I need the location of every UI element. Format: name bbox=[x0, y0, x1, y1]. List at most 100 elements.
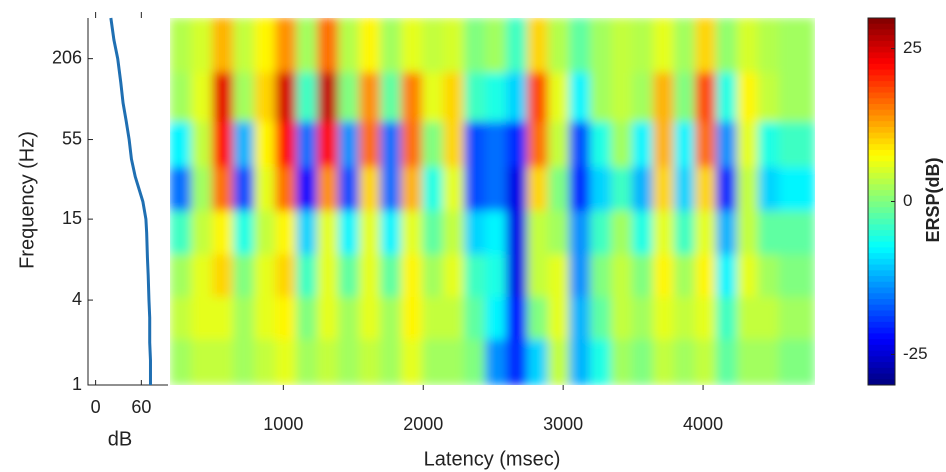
cell bbox=[254, 338, 277, 385]
cell bbox=[631, 253, 654, 297]
cell bbox=[485, 338, 507, 385]
cell bbox=[317, 71, 340, 122]
colorbar-step bbox=[868, 178, 895, 185]
cell bbox=[757, 295, 780, 340]
cell bbox=[317, 209, 340, 255]
cell bbox=[736, 338, 759, 385]
colorbar-step bbox=[868, 316, 895, 323]
cell bbox=[715, 253, 738, 297]
cell bbox=[652, 166, 675, 211]
cell bbox=[191, 253, 214, 297]
cell bbox=[631, 209, 654, 255]
colorbar-step bbox=[868, 253, 895, 260]
cell bbox=[380, 18, 403, 73]
colorbar-step bbox=[868, 81, 895, 88]
cell bbox=[170, 166, 193, 211]
spectrum-line bbox=[109, 17, 152, 385]
cell bbox=[296, 18, 319, 73]
colorbar-step bbox=[868, 201, 895, 208]
cell bbox=[526, 18, 549, 73]
cell bbox=[443, 338, 466, 385]
cell bbox=[296, 295, 319, 340]
x-axis-label: dB bbox=[108, 428, 132, 450]
cell bbox=[631, 18, 654, 73]
cell bbox=[547, 120, 570, 168]
cell bbox=[380, 253, 403, 297]
cell bbox=[338, 18, 361, 73]
cell bbox=[275, 295, 298, 340]
cell bbox=[191, 209, 214, 255]
cell bbox=[401, 338, 424, 385]
cell bbox=[443, 209, 466, 255]
cell bbox=[464, 71, 487, 122]
cell bbox=[464, 253, 487, 297]
colorbar-step bbox=[868, 161, 895, 168]
cell bbox=[275, 338, 298, 385]
cell bbox=[652, 338, 675, 385]
cell bbox=[547, 295, 570, 340]
cell bbox=[401, 18, 424, 73]
colorbar-step bbox=[868, 298, 895, 306]
cell bbox=[505, 295, 528, 340]
cell bbox=[296, 209, 319, 255]
colorbar-step bbox=[868, 224, 895, 231]
cell bbox=[170, 253, 193, 297]
cell bbox=[254, 209, 277, 255]
cell bbox=[254, 253, 277, 297]
cell bbox=[212, 120, 235, 168]
colorbar-step bbox=[868, 35, 895, 42]
cell bbox=[170, 338, 193, 385]
colorbar-step bbox=[868, 281, 895, 289]
colorbar-step bbox=[868, 195, 895, 202]
cell bbox=[401, 253, 424, 297]
cell bbox=[526, 253, 549, 297]
colorbar-tick-label: 25 bbox=[903, 38, 922, 57]
cell bbox=[526, 120, 549, 168]
colorbar-step bbox=[868, 287, 895, 294]
cell bbox=[631, 71, 654, 122]
cell bbox=[568, 71, 591, 122]
cell bbox=[464, 209, 487, 255]
cell bbox=[359, 120, 382, 168]
cell bbox=[547, 253, 570, 297]
cell bbox=[568, 253, 591, 297]
cell bbox=[359, 18, 382, 73]
cell bbox=[757, 71, 780, 122]
cell bbox=[778, 209, 815, 255]
cell bbox=[526, 71, 549, 122]
colorbar-step bbox=[868, 235, 895, 243]
cell bbox=[464, 18, 487, 73]
cell bbox=[380, 120, 403, 168]
colorbar-step bbox=[868, 149, 895, 157]
colorbar-step bbox=[868, 350, 895, 357]
colorbar-step bbox=[868, 121, 895, 128]
cell bbox=[736, 71, 759, 122]
cell bbox=[778, 71, 815, 122]
cell bbox=[547, 338, 570, 385]
cell bbox=[212, 166, 235, 211]
cell bbox=[485, 71, 507, 122]
colorbar-step bbox=[868, 218, 895, 225]
colorbar-step bbox=[868, 109, 895, 116]
cell bbox=[631, 295, 654, 340]
colorbar-step bbox=[868, 18, 895, 25]
cell bbox=[296, 338, 319, 385]
cell bbox=[212, 18, 235, 73]
colorbar-step bbox=[868, 86, 895, 94]
cell bbox=[254, 18, 277, 73]
cell bbox=[547, 71, 570, 122]
x-tick-label: 60 bbox=[131, 397, 151, 417]
cell bbox=[778, 338, 815, 385]
cell bbox=[380, 166, 403, 211]
cell bbox=[401, 209, 424, 255]
cell bbox=[526, 338, 549, 385]
cell bbox=[464, 120, 487, 168]
cell bbox=[317, 253, 340, 297]
cell bbox=[652, 253, 675, 297]
cell bbox=[233, 18, 256, 73]
colorbar-step bbox=[868, 321, 895, 329]
colorbar-step bbox=[868, 132, 895, 139]
cell bbox=[610, 166, 633, 211]
colorbar-step bbox=[868, 310, 895, 317]
